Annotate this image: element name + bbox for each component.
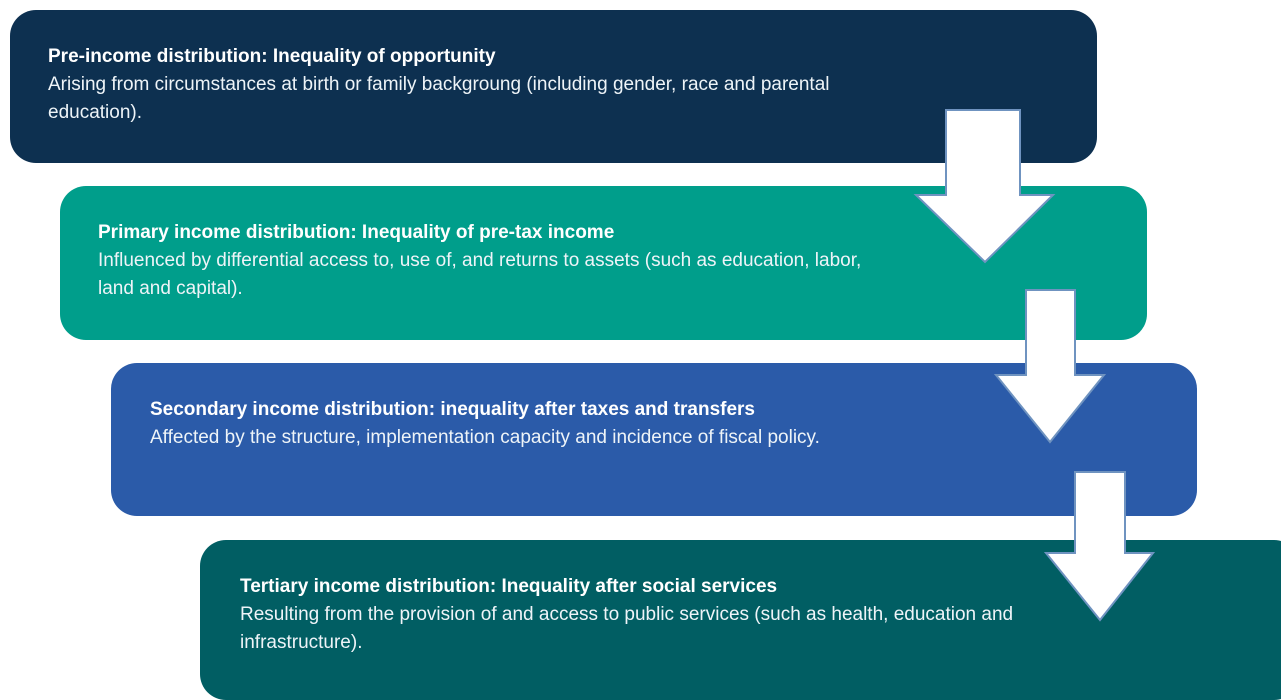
down-arrow [1043, 471, 1156, 622]
step-description: Resulting from the provision of and acce… [240, 604, 1014, 653]
step-title: Secondary income distribution: inequalit… [150, 399, 755, 420]
step-description: Influenced by differential access to, us… [98, 250, 862, 299]
step-title: Pre-income distribution: Inequality of o… [48, 46, 496, 67]
step-box: Pre-income distribution: Inequality of o… [10, 10, 1097, 163]
down-arrow [993, 289, 1107, 444]
step-title: Tertiary income distribution: Inequality… [240, 576, 778, 597]
down-arrow [913, 109, 1056, 264]
step-description: Affected by the structure, implementatio… [150, 427, 820, 448]
step-description: Arising from circumstances at birth or f… [48, 74, 830, 123]
step-title: Primary income distribution: Inequality … [98, 222, 615, 243]
